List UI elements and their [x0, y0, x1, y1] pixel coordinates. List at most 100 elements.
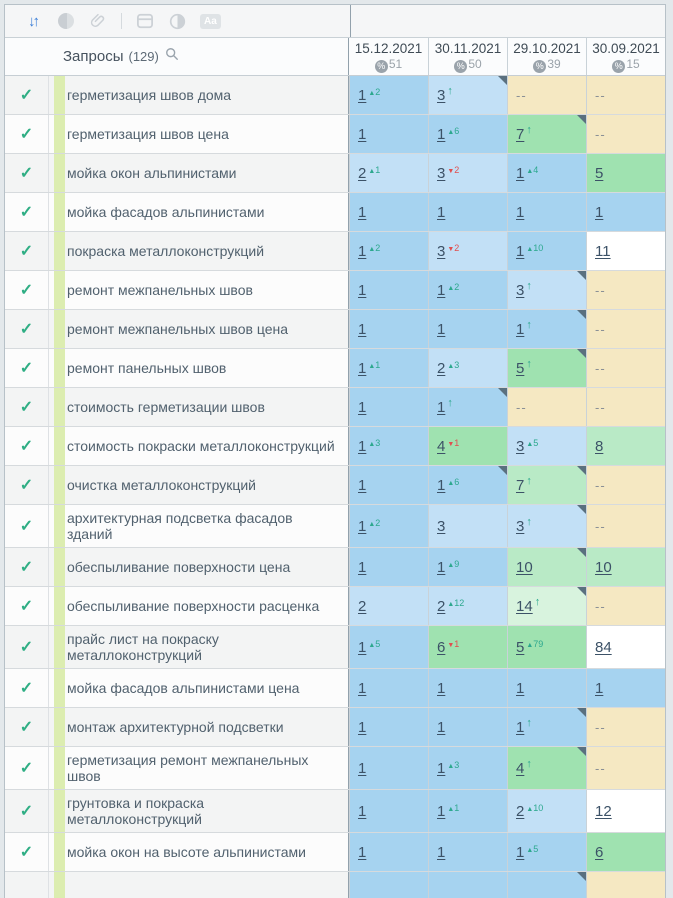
position-link[interactable]: 5 [516, 359, 525, 377]
keyword-cell[interactable]: стоимость герметизации швов [49, 388, 349, 426]
search-icon[interactable] [165, 47, 179, 66]
row-checkbox[interactable]: ✓ [5, 310, 49, 348]
keyword-cell[interactable]: прайс лист на покраску металлоконструкци… [49, 626, 349, 668]
row-checkbox[interactable]: ✓ [5, 790, 49, 832]
keyword-cell[interactable]: герметизация ремонт межпанельных швов [49, 747, 349, 789]
position-link[interactable]: 1 [516, 679, 525, 697]
position-link[interactable]: 1 [358, 359, 367, 377]
position-link[interactable]: 1 [437, 125, 446, 143]
row-checkbox[interactable]: ✓ [5, 548, 49, 586]
position-link[interactable]: 1 [437, 281, 446, 299]
position-link[interactable]: 1 [437, 759, 446, 777]
position-link[interactable]: 1 [358, 203, 367, 221]
position-link[interactable]: 6 [437, 638, 446, 656]
position-link[interactable]: 1 [358, 718, 367, 736]
position-link[interactable]: 5 [595, 164, 604, 182]
position-link[interactable]: 1 [516, 320, 525, 338]
row-checkbox[interactable]: ✓ [5, 388, 49, 426]
position-link[interactable]: 2 [516, 802, 525, 820]
position-link[interactable]: 1 [358, 517, 367, 535]
position-link[interactable]: 1 [437, 679, 446, 697]
position-link[interactable]: 1 [358, 843, 367, 861]
row-checkbox[interactable] [5, 872, 49, 898]
card-icon[interactable] [136, 11, 154, 31]
position-link[interactable]: 1 [516, 718, 525, 736]
position-link[interactable]: 1 [437, 476, 446, 494]
position-link[interactable]: 1 [516, 843, 525, 861]
keyword-cell[interactable]: обеспыливание поверхности расценка [49, 587, 349, 625]
row-checkbox[interactable]: ✓ [5, 271, 49, 309]
keywords-header[interactable]: Запросы (129) [5, 38, 349, 75]
keyword-cell[interactable]: обеспыливание поверхности цена [49, 548, 349, 586]
row-checkbox[interactable]: ✓ [5, 193, 49, 231]
position-link[interactable]: 3 [437, 242, 446, 260]
position-link[interactable]: 3 [516, 437, 525, 455]
position-link[interactable]: 3 [437, 164, 446, 182]
contrast-icon[interactable] [168, 11, 186, 31]
position-link[interactable]: 1 [358, 398, 367, 416]
keyword-cell[interactable]: мойка окон на высоте альпинистами [49, 833, 349, 871]
keyword-cell[interactable]: покраска металлоконструкций [49, 232, 349, 270]
position-link[interactable]: 10 [516, 558, 533, 576]
position-link[interactable]: 1 [437, 843, 446, 861]
keyword-cell[interactable]: стоимость покраски металлоконструкций [49, 427, 349, 465]
position-link[interactable]: 1 [358, 558, 367, 576]
position-link[interactable]: 5 [516, 638, 525, 656]
keyword-cell[interactable]: герметизация швов дома [49, 76, 349, 114]
keyword-cell[interactable]: мойка окон альпинистами [49, 154, 349, 192]
position-link[interactable]: 2 [358, 597, 367, 615]
row-checkbox[interactable]: ✓ [5, 669, 49, 707]
date-column-header[interactable]: 30.11.2021% 50 [428, 38, 507, 75]
position-link[interactable]: 1 [358, 802, 367, 820]
row-checkbox[interactable]: ✓ [5, 349, 49, 387]
position-link[interactable]: 3 [437, 517, 446, 535]
row-checkbox[interactable]: ✓ [5, 747, 49, 789]
row-checkbox[interactable]: ✓ [5, 587, 49, 625]
position-link[interactable]: 3 [516, 281, 525, 299]
position-link[interactable]: 1 [595, 679, 604, 697]
keyword-cell[interactable]: очистка металлоконструкций [49, 466, 349, 504]
position-link[interactable]: 4 [437, 437, 446, 455]
position-link[interactable]: 1 [437, 398, 446, 416]
position-link[interactable]: 1 [437, 718, 446, 736]
position-link[interactable]: 1 [437, 802, 446, 820]
keyword-cell[interactable]: мойка фасадов альпинистами цена [49, 669, 349, 707]
position-link[interactable]: 1 [358, 125, 367, 143]
position-link[interactable]: 1 [358, 476, 367, 494]
position-link[interactable]: 7 [516, 476, 525, 494]
position-link[interactable]: 1 [358, 86, 367, 104]
sort-icon[interactable]: ↓↑ [28, 12, 40, 30]
row-checkbox[interactable]: ✓ [5, 833, 49, 871]
date-column-header[interactable]: 30.09.2021% 15 [586, 38, 665, 75]
position-link[interactable]: 4 [516, 759, 525, 777]
position-link[interactable]: 10 [595, 558, 612, 576]
keyword-cell[interactable]: ремонт межпанельных швов цена [49, 310, 349, 348]
circle-half-icon[interactable] [57, 11, 75, 31]
position-link[interactable]: 1 [437, 558, 446, 576]
keyword-cell[interactable]: архитектурная подсветка фасадов зданий [49, 505, 349, 547]
row-checkbox[interactable]: ✓ [5, 505, 49, 547]
position-link[interactable]: 3 [437, 86, 446, 104]
position-link[interactable]: 2 [358, 164, 367, 182]
row-checkbox[interactable]: ✓ [5, 154, 49, 192]
position-link[interactable]: 12 [595, 802, 612, 820]
position-link[interactable]: 1 [437, 320, 446, 338]
position-link[interactable]: 1 [595, 203, 604, 221]
row-checkbox[interactable]: ✓ [5, 115, 49, 153]
position-link[interactable]: 1 [358, 281, 367, 299]
date-column-header[interactable]: 15.12.2021% 51 [349, 38, 428, 75]
font-case-icon[interactable]: Aa [200, 11, 221, 31]
position-link[interactable]: 6 [595, 843, 604, 861]
position-link[interactable]: 3 [516, 517, 525, 535]
position-link[interactable]: 1 [358, 638, 367, 656]
position-link[interactable]: 1 [358, 320, 367, 338]
keyword-cell[interactable] [49, 872, 349, 898]
position-link[interactable]: 11 [595, 242, 611, 260]
keyword-cell[interactable]: ремонт межпанельных швов [49, 271, 349, 309]
position-link[interactable]: 1 [516, 203, 525, 221]
position-link[interactable]: 84 [595, 638, 612, 656]
position-link[interactable]: 1 [358, 437, 367, 455]
position-link[interactable]: 2 [437, 597, 446, 615]
position-link[interactable]: 14 [516, 597, 533, 615]
position-link[interactable]: 1 [358, 679, 367, 697]
